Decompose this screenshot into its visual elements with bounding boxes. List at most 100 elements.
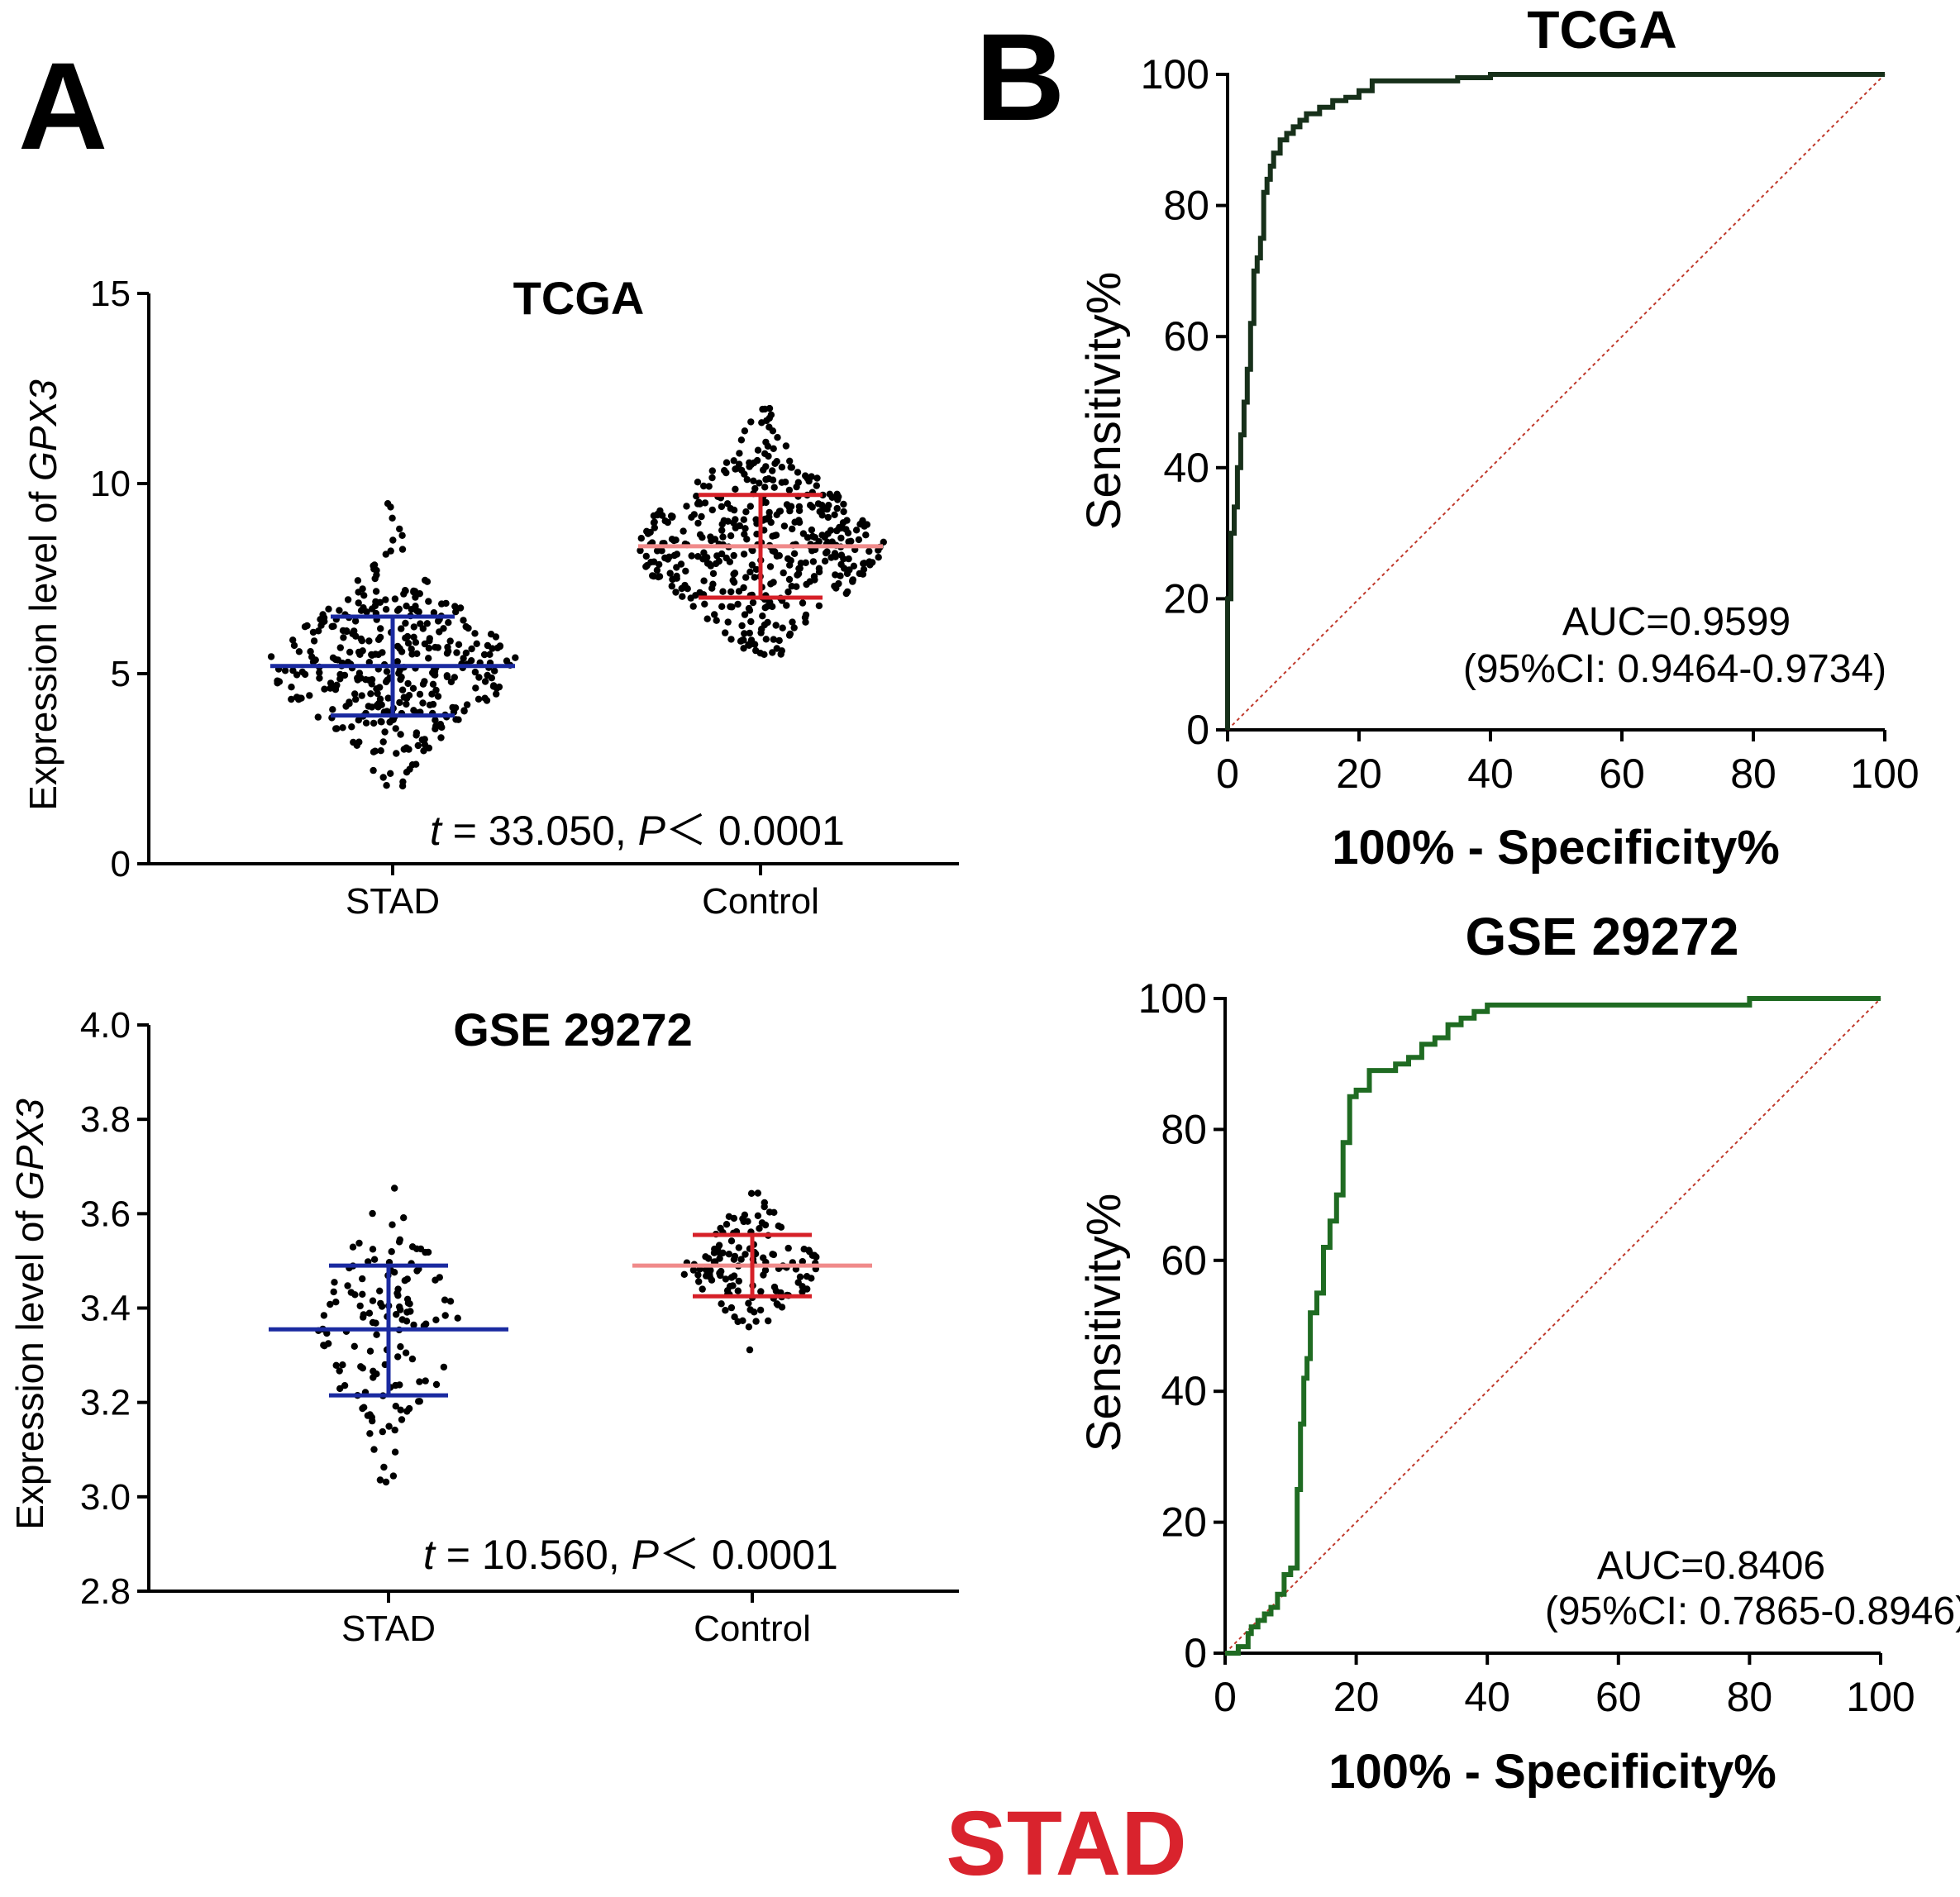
data-point	[410, 1321, 417, 1329]
x-tick-label: 0	[1216, 751, 1239, 797]
data-point	[673, 551, 681, 558]
data-point	[463, 701, 471, 708]
data-point	[746, 1346, 754, 1354]
data-point	[389, 514, 396, 522]
data-point	[370, 719, 378, 727]
data-point	[310, 637, 318, 645]
data-point	[679, 593, 686, 600]
scatter-tcga-title: TCGA	[513, 272, 645, 324]
data-point	[722, 1307, 729, 1314]
data-point	[707, 533, 714, 541]
roc-gse-title: GSE 29272	[1466, 907, 1739, 966]
data-point	[836, 523, 843, 531]
data-point	[394, 1285, 402, 1293]
data-point	[309, 628, 317, 636]
data-point	[472, 684, 479, 692]
data-point	[824, 513, 832, 522]
data-point	[320, 1312, 328, 1319]
data-point	[329, 706, 336, 713]
data-point	[396, 1381, 403, 1389]
y-tick-label: 0	[1186, 707, 1209, 753]
data-point	[833, 504, 841, 512]
data-point	[393, 607, 402, 614]
roc-gse-auc: AUC=0.8406	[1597, 1544, 1825, 1588]
y-tick-label: 2.8	[80, 1571, 131, 1612]
data-point	[727, 588, 735, 596]
data-point	[756, 479, 763, 487]
scatter-tcga-stat-p: P	[638, 808, 666, 854]
data-point	[377, 747, 384, 755]
scatter-tcga-y-axis-title: Expression level of GPX3	[21, 379, 64, 811]
data-point	[754, 1212, 762, 1220]
y-tick-label: 0	[111, 844, 131, 884]
data-point	[360, 604, 367, 612]
y-tick-label: 10	[90, 464, 131, 504]
data-point	[698, 512, 705, 521]
data-point	[703, 615, 711, 622]
data-point	[376, 684, 384, 691]
data-point	[789, 525, 796, 533]
roc-tcga-chart: TCGA 0 20 40 60 80 100 0 20 40 60 80 100 Sensitivi…	[1077, 0, 1919, 875]
data-point	[331, 686, 340, 694]
data-point	[446, 1298, 455, 1305]
data-point	[355, 1239, 363, 1247]
data-point	[388, 1248, 395, 1256]
data-point	[430, 609, 438, 617]
scatter-tcga-stat-t: t	[430, 808, 443, 854]
data-point	[317, 622, 325, 629]
data-point	[769, 427, 777, 435]
data-point	[767, 518, 775, 527]
data-point	[694, 1271, 702, 1279]
data-point	[723, 500, 732, 508]
data-point	[803, 1273, 811, 1280]
scatter-gse-dots	[315, 1184, 820, 1486]
scatter-gse-stat-p-value: ＜ 0.0001	[659, 1532, 838, 1578]
data-point	[402, 619, 409, 627]
data-point	[737, 436, 746, 444]
data-point	[480, 651, 489, 659]
data-point	[289, 667, 297, 674]
data-point	[327, 684, 334, 692]
data-point	[344, 658, 352, 666]
data-point	[383, 782, 390, 789]
roc-tcga-x-ticks: 0 20 40 60 80 100	[1216, 730, 1919, 797]
data-point	[862, 531, 870, 539]
data-point	[796, 1273, 804, 1281]
roc-tcga-y-ticks: 0 20 40 60 80 100	[1141, 51, 1228, 753]
data-point	[762, 475, 770, 484]
data-point	[471, 668, 479, 676]
scatter-tcga-ylabel-gene: GPX3	[21, 379, 64, 481]
data-point	[359, 1275, 366, 1283]
data-point	[742, 1251, 749, 1258]
data-point	[379, 774, 387, 781]
data-point	[391, 1426, 398, 1434]
scatter-tcga-stat: t = 33.050, P＜ 0.0001	[430, 808, 845, 854]
data-point	[852, 527, 861, 534]
data-point	[688, 552, 695, 560]
data-point	[718, 603, 726, 610]
data-point	[760, 1271, 767, 1279]
data-point	[731, 570, 739, 577]
data-point	[402, 587, 409, 594]
data-point	[821, 557, 829, 565]
data-point	[468, 657, 475, 665]
data-point	[364, 1412, 372, 1419]
data-point	[644, 530, 652, 537]
data-point	[362, 719, 370, 727]
data-point	[404, 679, 412, 688]
scatter-gse-chart: GSE 29272 2.8 3.0 3.2 3.4 3.6 3.8 4.0 STAD Cont…	[8, 1003, 959, 1649]
data-point	[672, 589, 680, 596]
data-point	[387, 770, 394, 777]
data-point	[441, 1312, 449, 1319]
y-tick-label: 3.0	[80, 1477, 131, 1518]
panel-a-label: A	[18, 36, 107, 175]
data-point	[408, 606, 415, 613]
data-point	[369, 1297, 377, 1304]
data-point	[799, 1258, 806, 1265]
data-point	[376, 1287, 384, 1295]
data-point	[637, 546, 644, 555]
data-point	[416, 1398, 423, 1405]
data-point	[462, 649, 470, 657]
data-point	[770, 445, 777, 452]
data-point	[316, 674, 323, 682]
